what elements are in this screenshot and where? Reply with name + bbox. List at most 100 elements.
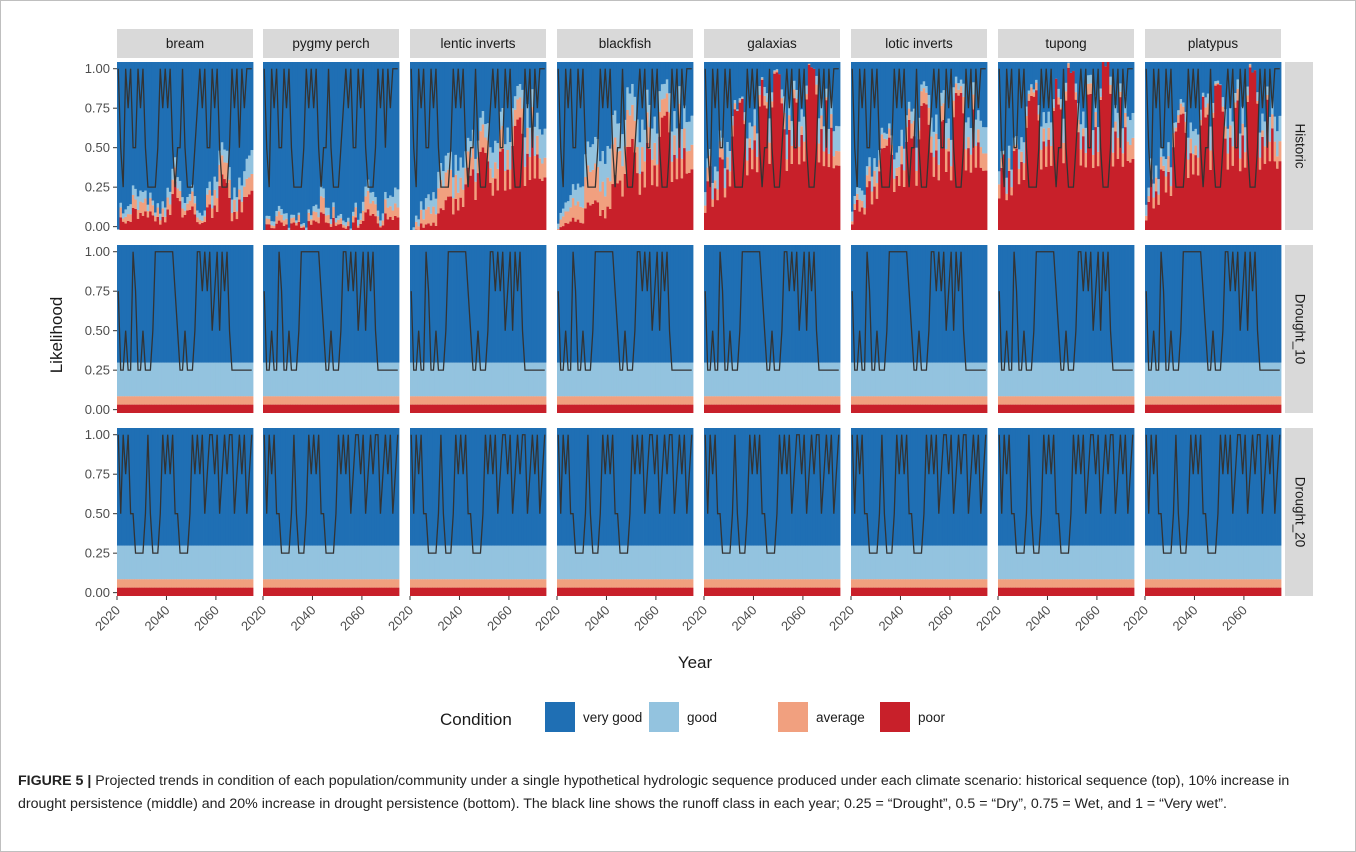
area-band [1067, 245, 1071, 363]
area-band [265, 545, 269, 580]
area-band [713, 545, 717, 580]
area-band [788, 428, 791, 546]
area-band [1010, 195, 1014, 230]
area-band [295, 222, 299, 226]
area-band [564, 428, 568, 546]
area-band [820, 62, 824, 99]
area-band [300, 396, 303, 405]
area-band [384, 362, 388, 397]
area-band [758, 396, 762, 405]
area-band [643, 161, 647, 188]
area-band [300, 227, 303, 230]
area-band [586, 141, 590, 166]
area-band [295, 220, 299, 223]
area-band [332, 245, 336, 363]
area-band [788, 115, 791, 130]
area-band [954, 404, 958, 413]
area-band [1226, 245, 1230, 363]
area-band [376, 587, 380, 596]
area-band [481, 579, 485, 588]
area-band [765, 396, 769, 405]
area-band [748, 428, 752, 546]
area-band [646, 587, 649, 596]
area-band [648, 62, 652, 105]
area-band [186, 245, 190, 363]
area-band [569, 545, 573, 580]
area-band [238, 177, 242, 190]
area-band [324, 362, 328, 397]
area-band [233, 245, 237, 363]
area-band [117, 396, 120, 405]
area-band [954, 362, 958, 397]
area-band [506, 245, 510, 363]
area-band [126, 545, 130, 580]
area-band [149, 428, 153, 546]
area-band [1211, 245, 1215, 363]
area-band [317, 208, 321, 218]
area-band [394, 404, 397, 413]
area-band [576, 201, 580, 220]
area-band [775, 72, 779, 231]
area-band [1111, 396, 1115, 405]
area-band [442, 428, 446, 546]
area-band [394, 62, 397, 188]
area-band [704, 205, 707, 213]
area-band [998, 545, 1001, 580]
column-strip-label: pygmy perch [292, 36, 369, 51]
area-band [218, 62, 222, 151]
area-band [608, 181, 612, 209]
area-band [536, 396, 539, 405]
area-band [915, 62, 919, 148]
area-band [422, 227, 426, 230]
area-band [452, 545, 455, 580]
area-band [561, 245, 565, 363]
area-band [1206, 93, 1210, 104]
area-band [389, 396, 392, 405]
area-band [191, 396, 195, 405]
area-band [750, 545, 754, 580]
area-band [332, 362, 336, 397]
area-band [297, 221, 301, 230]
area-band [1231, 404, 1235, 413]
area-band [1221, 404, 1225, 413]
area-band [591, 579, 595, 588]
area-band [474, 245, 478, 363]
area-band [220, 142, 224, 156]
area-band [1037, 120, 1041, 230]
area-band [815, 245, 819, 363]
area-band [154, 216, 157, 222]
area-band [166, 404, 170, 413]
area-band [447, 587, 450, 596]
area-band [1030, 95, 1034, 230]
area-band [853, 545, 857, 580]
area-band [139, 404, 143, 413]
area-band [144, 579, 148, 588]
area-band [1162, 62, 1166, 157]
area-band [479, 579, 483, 588]
area-band [1054, 78, 1058, 230]
area-band [484, 62, 488, 125]
area-band [860, 579, 864, 588]
area-band [366, 209, 370, 230]
area-band [1042, 112, 1046, 129]
area-band [1106, 62, 1110, 230]
area-band [1179, 404, 1183, 413]
area-band [1236, 88, 1240, 101]
area-band [391, 219, 395, 230]
area-band [718, 587, 722, 596]
area-band [655, 164, 659, 187]
area-band [235, 404, 239, 413]
area-band [342, 220, 345, 225]
area-band [176, 404, 180, 413]
area-band [447, 362, 450, 397]
area-band [496, 404, 500, 413]
area-band [432, 428, 436, 546]
area-band [309, 587, 313, 596]
area-band [461, 206, 465, 230]
area-band [233, 579, 237, 588]
area-band [591, 144, 595, 170]
area-band [606, 579, 610, 588]
area-band [1089, 62, 1093, 75]
area-band [626, 62, 630, 88]
area-band [1091, 245, 1095, 363]
